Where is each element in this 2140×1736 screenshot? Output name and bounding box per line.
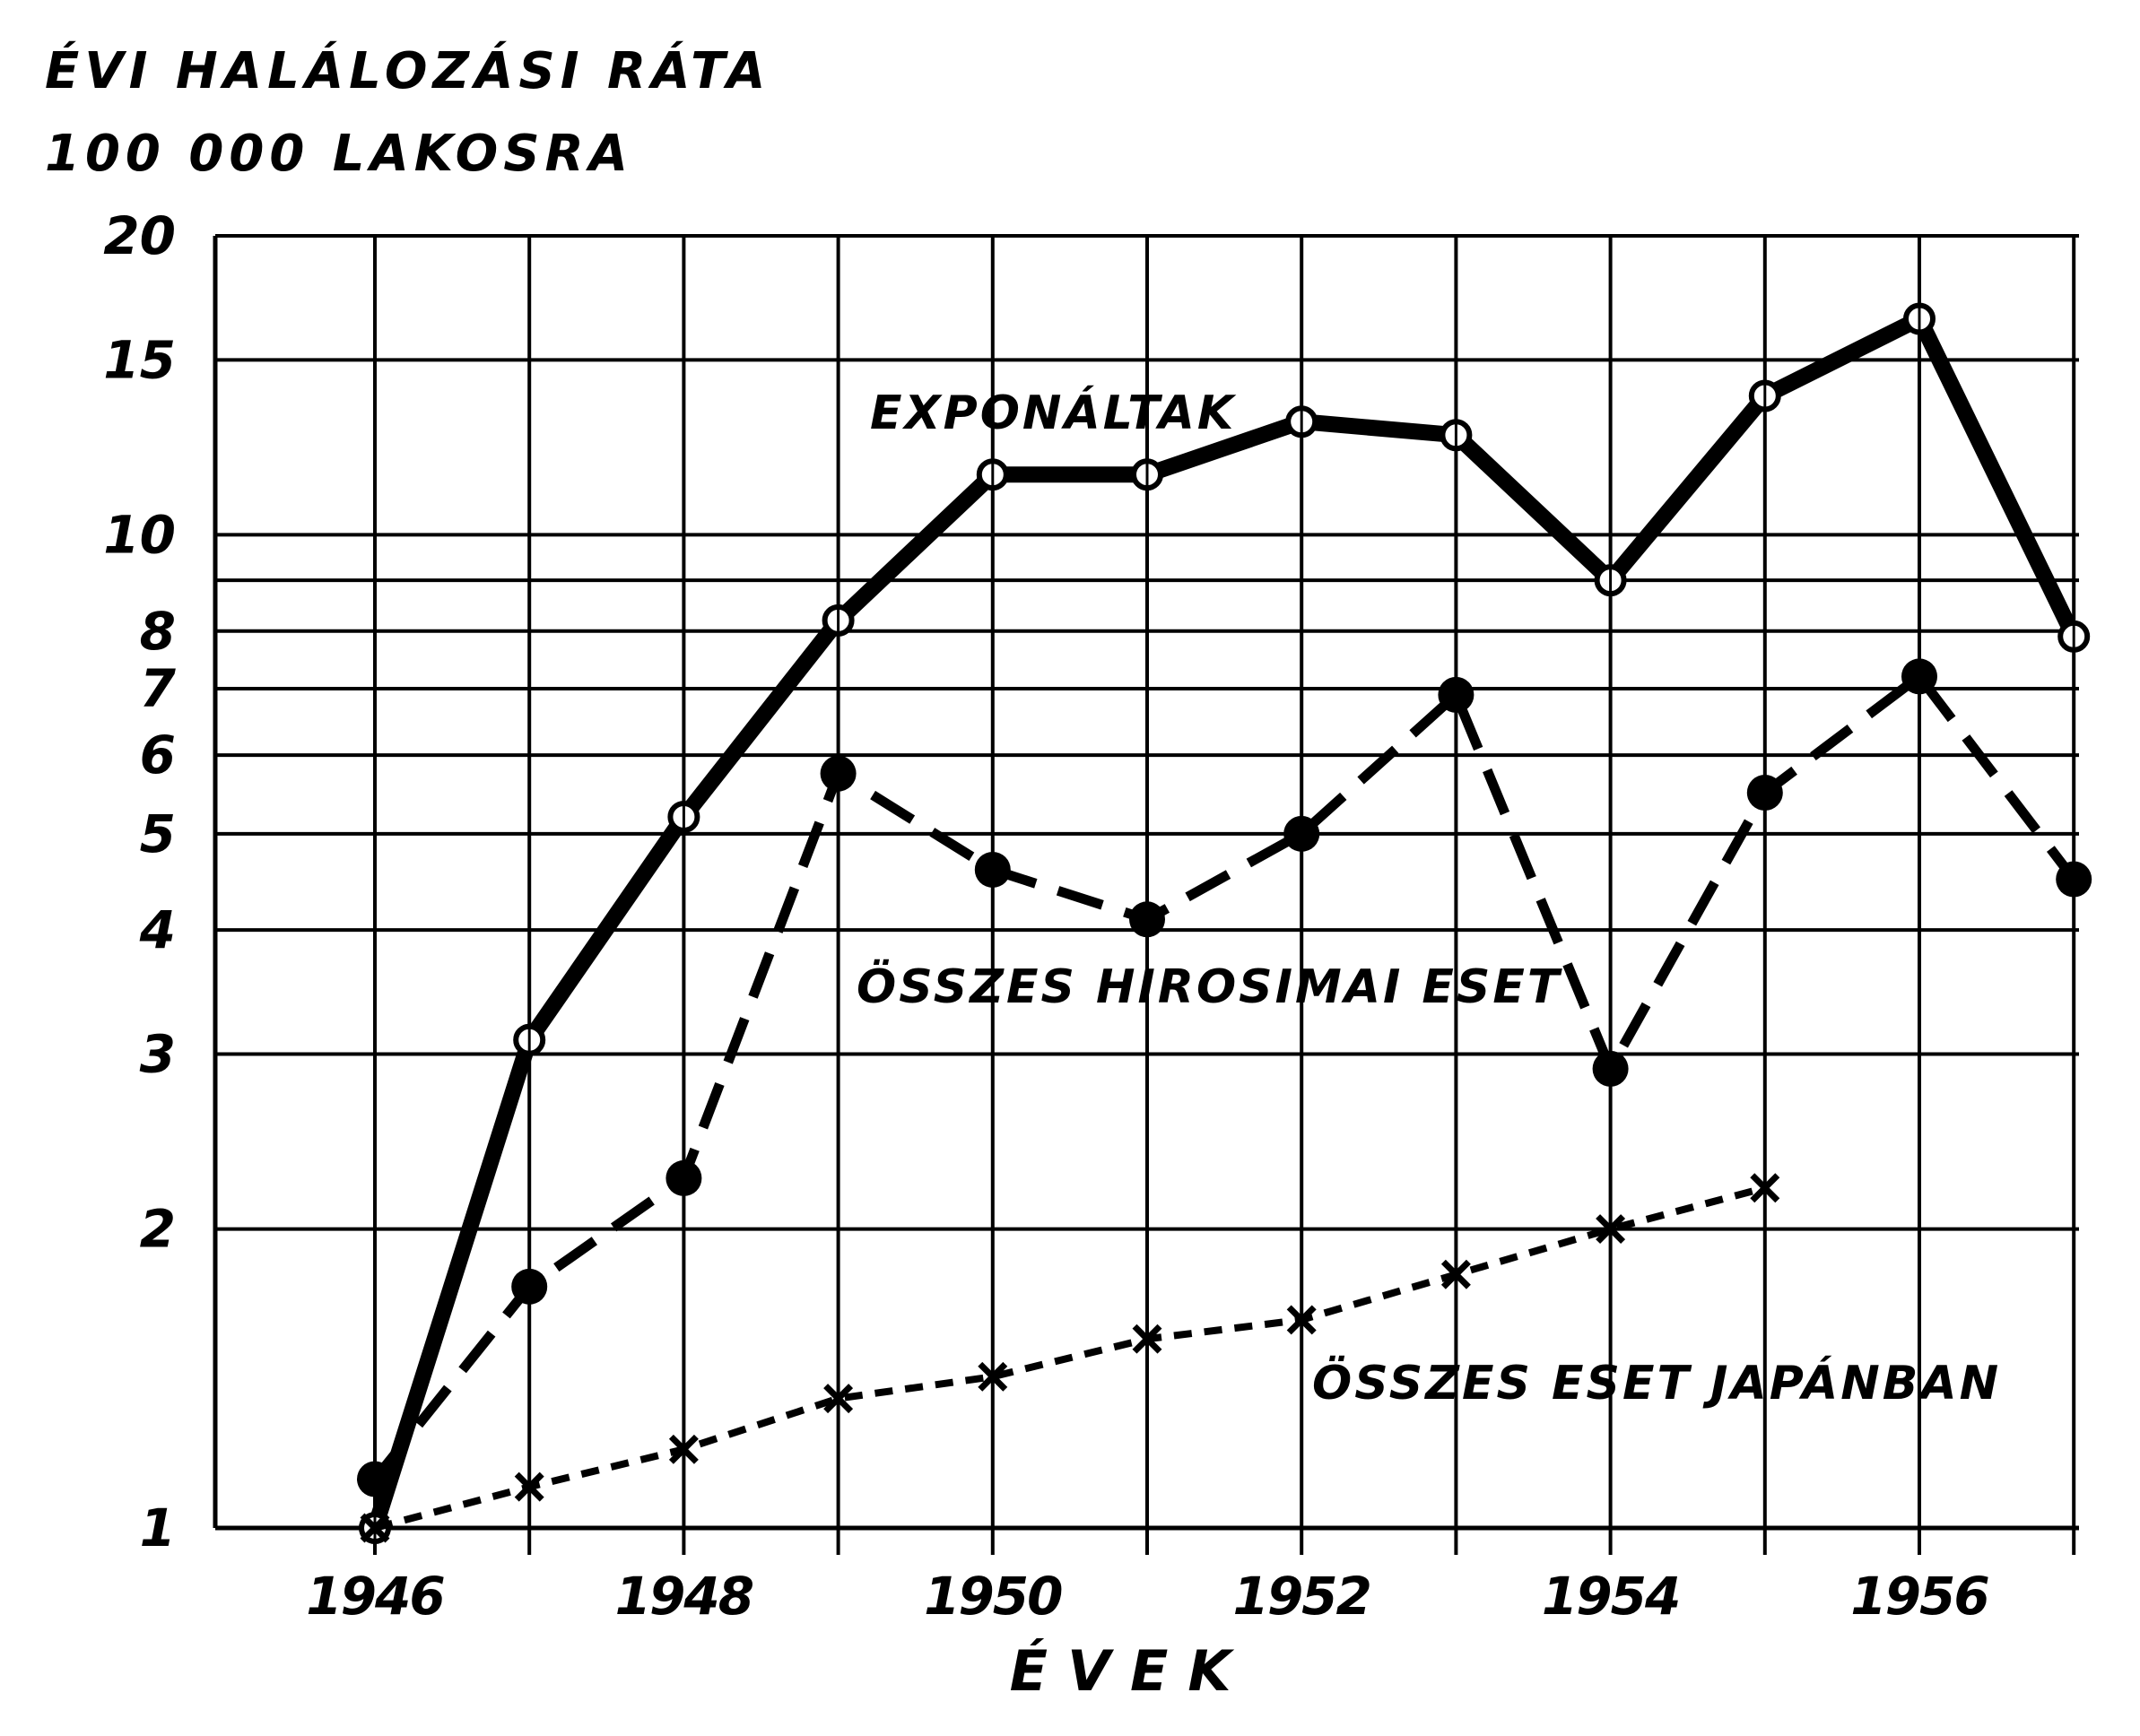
series-3-point [823,1384,854,1414]
y-tick-label: 6 [140,725,176,786]
y-tick-label: 15 [103,329,176,390]
x-marker-stroke [668,1434,699,1464]
x-tick-label: 1948 [615,1566,753,1627]
series-labels: EXPONÁLTAK ÖSSZES HIROSIMAI ESET ÖSSZES ES… [857,386,2001,1410]
x-tick-label: 1950 [924,1566,1062,1627]
series-2-point [1746,774,1783,811]
y-tick-label: 20 [103,205,176,266]
series-2-point [820,755,857,792]
series-3-point [1750,1173,1780,1203]
series-layer [357,302,2092,1544]
x-axis-title: ÉVEK [1010,1638,1251,1704]
series-line-2 [370,671,2078,1482]
series-3-point [978,1361,1008,1392]
series-line-1 [367,310,2082,1531]
series-1-point [1440,419,1473,452]
series-label-hirosima: ÖSSZES HIROSIMAI ESET [857,959,1562,1014]
series-3-point [1596,1214,1626,1245]
y-axis-title-line-2: 100 000 LAKOSRA [45,125,633,183]
y-tick-label: 3 [140,1024,176,1085]
y-tick-labels: 1 2 3 4 5 678 10 15 20 [103,205,176,1558]
y-tick-label: 10 [103,504,176,565]
x-tick-label: 1956 [1850,1566,1988,1627]
series-1-point [1285,405,1318,438]
series-2-point [511,1268,548,1305]
series-2-point [2056,861,2092,898]
x-tick-label: 1952 [1232,1566,1370,1627]
series-3-point [1132,1324,1162,1354]
y-tick-label: 2 [140,1199,176,1260]
x-tick-labels: 1946 1948 1950 1952 1954 1956 [306,1566,1990,1627]
series-1-point [513,1023,546,1056]
x-marker-stroke [514,1471,544,1502]
series-3-point [1440,1259,1471,1289]
y-tick-label: 8 [140,601,176,662]
x-marker-stroke [1440,1259,1471,1289]
series-1-point [976,458,1009,491]
series-3-point [1286,1305,1317,1335]
x-marker-stroke [823,1384,854,1414]
series-2-point [1438,676,1475,713]
x-marker-stroke [360,1513,390,1543]
axes [213,236,2079,1531]
series-label-japan: ÖSSZES ESET JAPÁNBAN [1312,1355,2001,1410]
grid [215,234,2079,1555]
y-axis-title-line-1: ÉVI HALÁLOZÁSI RÁTA [45,41,770,100]
series-3-point [514,1471,544,1502]
y-axis-title: ÉVI HALÁLOZÁSI RÁTA 100 000 LAKOSRA [45,41,770,183]
y-tick-label: 4 [139,899,176,960]
series-1-point [2057,620,2091,653]
y-tick-label: 7 [140,658,177,719]
x-marker-stroke [1132,1324,1162,1354]
series-2-point [1129,901,1165,938]
series-label-exponaltak: EXPONÁLTAK [870,386,1237,440]
x-marker-stroke [1750,1173,1780,1203]
y-tick-label: 5 [140,803,176,864]
series-2-point [357,1461,393,1497]
x-marker-stroke [1596,1214,1626,1245]
series-1-point [1748,379,1781,412]
x-marker-stroke [1286,1305,1317,1335]
x-tick-label: 1954 [1542,1566,1679,1627]
series-2-point [1283,815,1320,852]
series-2-point [665,1159,702,1196]
series-1-point [1903,302,1936,335]
y-tick-label: 1 [140,1497,176,1558]
series-1-point [822,603,855,637]
series-2-point [1901,658,1937,695]
series-1-point [1594,564,1627,597]
series-1-point [667,800,700,833]
series-3-point [668,1434,699,1464]
series-2-point [1592,1050,1629,1087]
series-2-point [974,851,1011,888]
x-marker-stroke [978,1361,1008,1392]
series-1-point [1131,458,1163,491]
x-tick-label: 1946 [306,1566,444,1627]
series-line-3 [373,1184,1766,1532]
series-3-point [360,1513,390,1543]
